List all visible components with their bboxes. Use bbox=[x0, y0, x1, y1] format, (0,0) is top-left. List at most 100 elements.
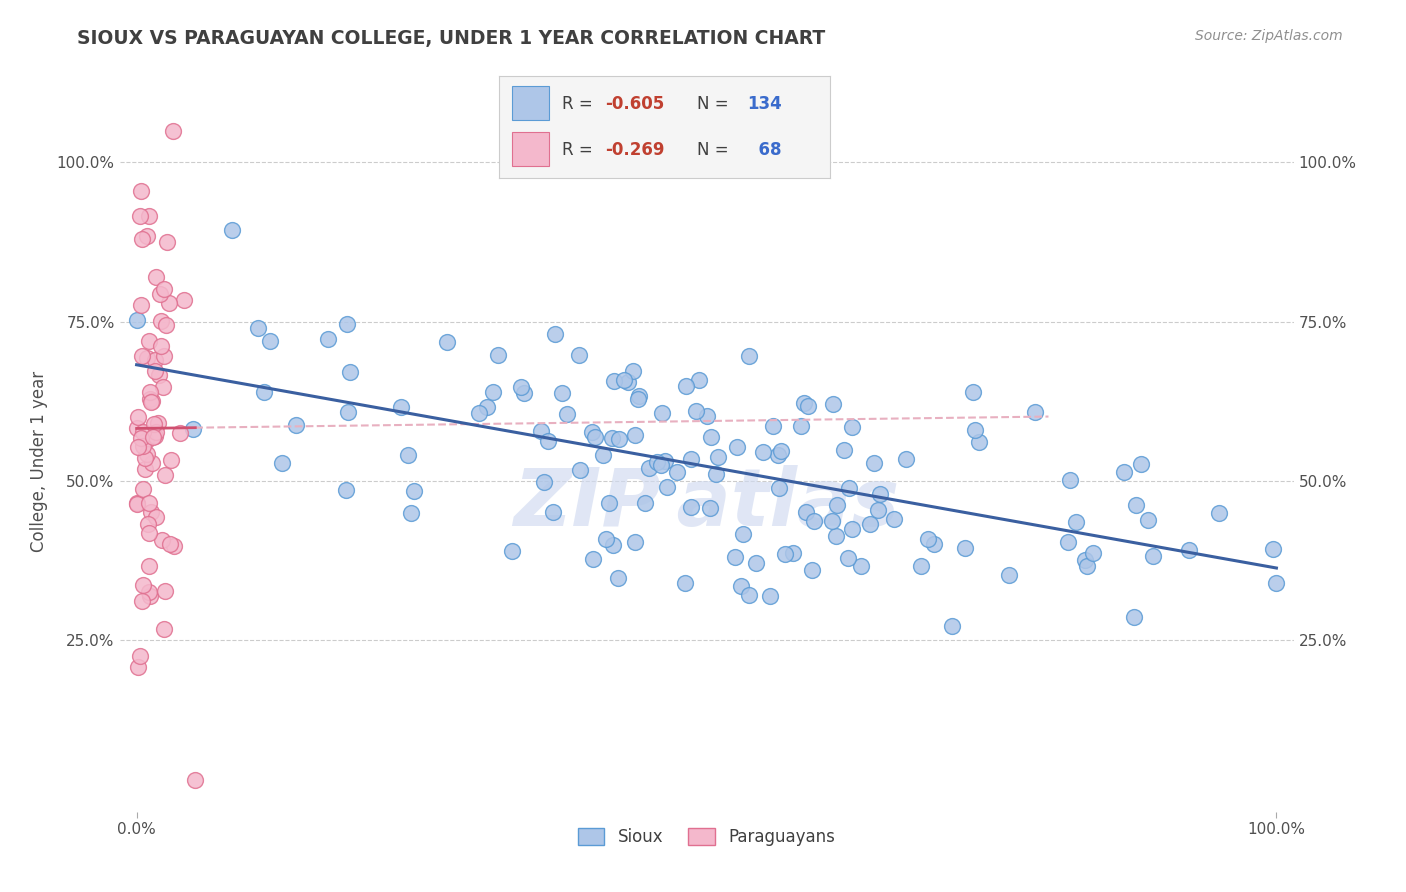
Point bbox=[883, 512, 905, 526]
Point bbox=[821, 397, 844, 411]
Point bbox=[143, 364, 166, 378]
Point bbox=[337, 405, 360, 419]
Point bbox=[513, 386, 536, 401]
Point bbox=[486, 348, 509, 362]
Point bbox=[724, 549, 747, 564]
Point bbox=[1122, 610, 1144, 624]
Point bbox=[139, 395, 162, 409]
Point bbox=[651, 406, 673, 420]
Point bbox=[730, 579, 752, 593]
Point bbox=[138, 584, 160, 599]
Point bbox=[832, 442, 855, 457]
Point bbox=[866, 503, 889, 517]
Point bbox=[551, 386, 574, 401]
Point bbox=[824, 529, 846, 543]
Point bbox=[127, 660, 149, 674]
Point bbox=[543, 505, 565, 519]
Text: N =: N = bbox=[697, 95, 734, 112]
Point bbox=[136, 516, 159, 531]
Point bbox=[139, 392, 162, 406]
Point bbox=[143, 417, 166, 432]
Point bbox=[910, 558, 932, 573]
Point bbox=[152, 380, 174, 394]
Point bbox=[128, 209, 150, 223]
Point bbox=[633, 496, 655, 510]
Point bbox=[1066, 515, 1088, 529]
Point bbox=[399, 506, 422, 520]
Point bbox=[592, 448, 614, 462]
Point bbox=[335, 483, 357, 497]
Point bbox=[859, 517, 882, 532]
Point bbox=[131, 594, 153, 608]
Point bbox=[339, 365, 361, 379]
Point bbox=[673, 575, 696, 590]
Point bbox=[149, 339, 172, 353]
Point bbox=[790, 419, 813, 434]
Text: 134: 134 bbox=[747, 95, 782, 112]
Point bbox=[143, 352, 166, 367]
Point bbox=[1265, 576, 1288, 591]
Point bbox=[773, 547, 796, 561]
Point bbox=[169, 425, 191, 440]
Bar bbox=[512, 87, 548, 120]
Text: 68: 68 bbox=[747, 141, 782, 159]
Point bbox=[725, 440, 748, 454]
Point bbox=[941, 619, 963, 633]
Point bbox=[598, 495, 620, 509]
Point bbox=[1076, 559, 1098, 574]
Point bbox=[138, 496, 160, 510]
Point bbox=[141, 456, 163, 470]
Point bbox=[762, 419, 785, 434]
Point bbox=[1208, 506, 1230, 520]
Point bbox=[129, 185, 152, 199]
Point bbox=[132, 425, 155, 439]
Point bbox=[917, 533, 939, 547]
Point bbox=[616, 376, 638, 390]
Point bbox=[125, 420, 148, 434]
Point bbox=[132, 439, 155, 453]
Point bbox=[869, 487, 891, 501]
Point bbox=[1059, 473, 1081, 487]
Point bbox=[600, 431, 623, 445]
Bar bbox=[512, 132, 548, 166]
Point bbox=[129, 431, 152, 445]
Text: R =: R = bbox=[562, 95, 598, 112]
Point bbox=[1024, 405, 1046, 419]
Point bbox=[738, 588, 761, 602]
Point bbox=[685, 404, 707, 418]
Point bbox=[681, 452, 703, 467]
Point bbox=[131, 349, 153, 363]
Point bbox=[1137, 513, 1160, 527]
Point bbox=[681, 500, 703, 514]
Point bbox=[582, 552, 605, 566]
Point bbox=[404, 484, 426, 499]
Point bbox=[768, 481, 790, 495]
Point bbox=[530, 424, 553, 438]
Point bbox=[621, 364, 644, 378]
Point bbox=[696, 409, 718, 423]
Point bbox=[129, 648, 152, 663]
Point bbox=[150, 533, 173, 547]
Point bbox=[803, 515, 825, 529]
Point bbox=[132, 578, 155, 592]
Point bbox=[247, 320, 270, 334]
Point bbox=[501, 543, 523, 558]
Text: SIOUX VS PARAGUAYAN COLLEGE, UNDER 1 YEAR CORRELATION CHART: SIOUX VS PARAGUAYAN COLLEGE, UNDER 1 YEA… bbox=[77, 29, 825, 47]
Point bbox=[654, 454, 676, 468]
Point bbox=[316, 332, 339, 346]
Point bbox=[794, 505, 817, 519]
Point bbox=[1142, 549, 1164, 563]
Point bbox=[568, 462, 591, 476]
Point bbox=[738, 350, 761, 364]
Point bbox=[628, 388, 651, 402]
Point bbox=[751, 444, 773, 458]
Point bbox=[141, 430, 163, 444]
Point bbox=[745, 556, 768, 570]
Point bbox=[953, 541, 976, 555]
Point bbox=[838, 482, 860, 496]
Point bbox=[138, 334, 160, 348]
Point bbox=[962, 384, 984, 399]
Point bbox=[963, 423, 986, 437]
Point bbox=[125, 313, 148, 327]
Text: N =: N = bbox=[697, 141, 734, 159]
